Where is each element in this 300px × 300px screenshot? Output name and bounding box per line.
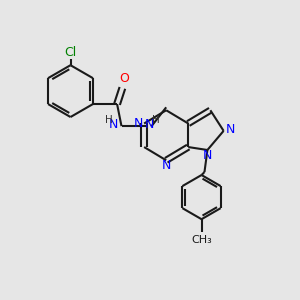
Text: N: N (145, 118, 154, 131)
Text: N: N (134, 117, 143, 130)
Text: CH₃: CH₃ (191, 235, 212, 244)
Text: O: O (119, 72, 129, 85)
Text: N: N (161, 159, 171, 172)
Text: N: N (225, 123, 235, 136)
Text: N: N (203, 149, 212, 162)
Text: Cl: Cl (64, 46, 76, 59)
Text: H: H (105, 115, 112, 125)
Text: H: H (152, 115, 160, 125)
Text: N: N (109, 118, 118, 131)
